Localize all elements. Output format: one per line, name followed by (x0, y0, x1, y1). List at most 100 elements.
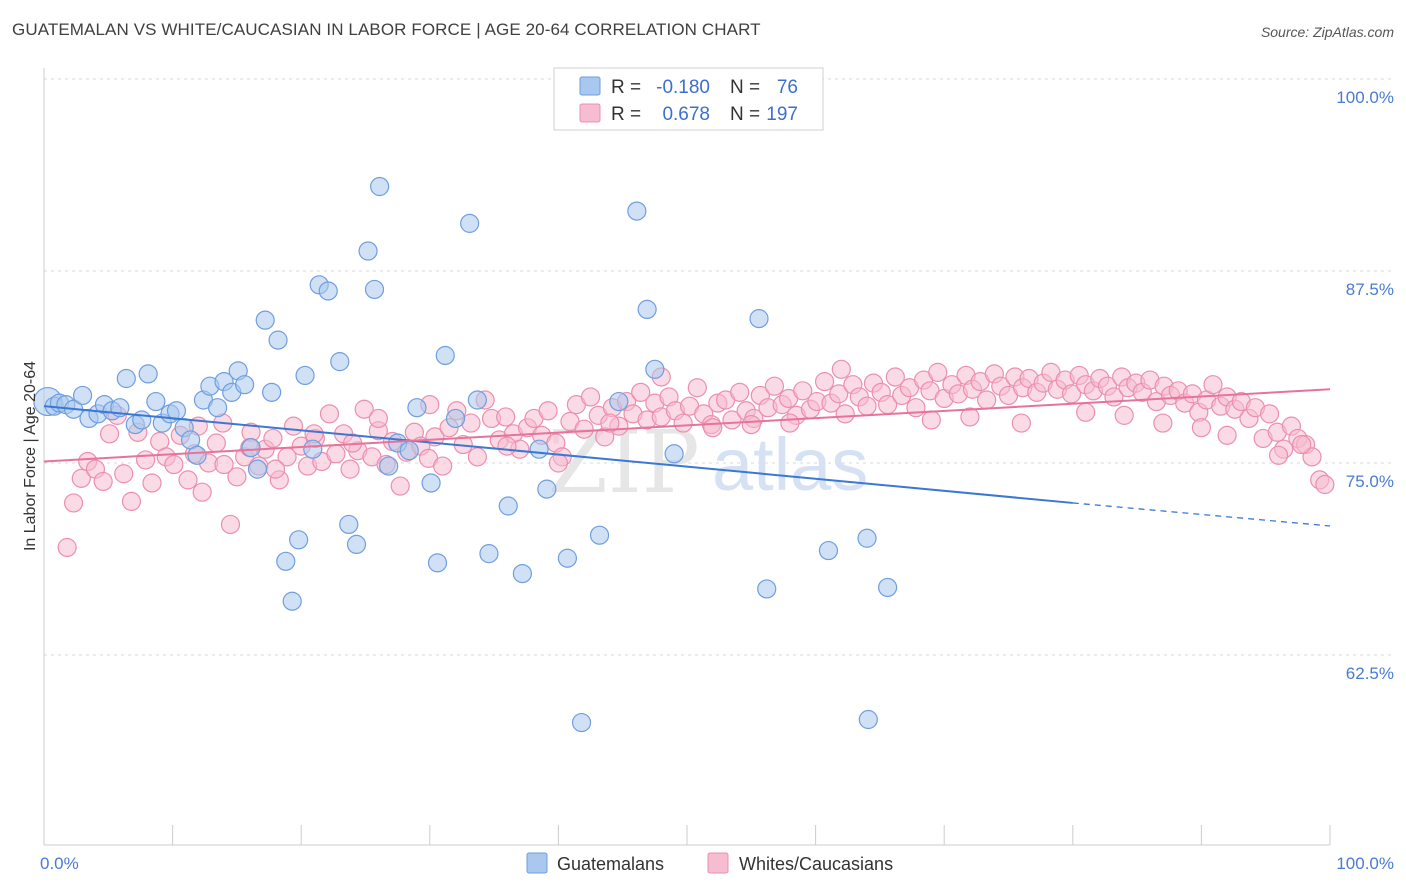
guatemalans-points (33, 176, 898, 733)
guatemalans-point (609, 391, 629, 412)
guatemalans-point (627, 201, 647, 221)
whites-caucasians-point (93, 471, 113, 492)
whites-caucasians-point (730, 382, 750, 402)
guatemalans-point (276, 551, 296, 571)
whites-caucasians-point (497, 436, 517, 456)
guatemalans-point (255, 310, 275, 330)
guatemalans-point (235, 375, 255, 395)
guatemalans-point (379, 456, 399, 476)
whites-caucasians-point (829, 384, 849, 404)
legend-n-label-1: N = (730, 77, 760, 98)
guatemalans-point (318, 281, 338, 301)
guatemalans-point (557, 548, 578, 568)
trendlines (43, 388, 1331, 527)
whites-caucasians-point (1011, 413, 1031, 433)
whites-caucasians-point (580, 387, 601, 407)
legend-r-label-2: R = (611, 104, 641, 125)
whites-caucasians-point (1114, 405, 1134, 425)
guatemalans-point (571, 712, 592, 733)
y-axis-title: In Labor Force | Age 20-64 (22, 361, 39, 551)
guatemalans-point (445, 408, 466, 429)
whites-caucasians-point (206, 433, 226, 453)
whites-caucasians-point (135, 450, 156, 470)
guatemalans-point (370, 176, 390, 197)
legend-r-value-2: 0.678 (662, 104, 710, 125)
guatemalans-point (282, 591, 302, 611)
whites-caucasians-point (114, 464, 134, 484)
guatemalans-point (664, 444, 684, 464)
guatemalans-point (512, 563, 532, 584)
whites-caucasians-point (263, 428, 283, 449)
guatemalans-point (637, 299, 657, 319)
guatemalans-point (132, 410, 152, 430)
y-tick-label-3: 62.5% (1346, 664, 1394, 683)
whites-caucasians-point (1268, 445, 1289, 465)
whites-caucasians-point (227, 467, 247, 487)
whites-caucasians-point (121, 491, 142, 511)
whites-caucasians-point (1217, 425, 1237, 445)
guatemalans-point (72, 385, 93, 406)
bottom-legend-swatch-blue (526, 852, 548, 874)
whites-caucasians-point (164, 454, 184, 475)
x-tick-label-min: 0.0% (40, 854, 79, 873)
x-ticks (43, 825, 1331, 845)
bottom-legend-swatch-pink (707, 852, 729, 874)
whites-caucasians-point (815, 371, 835, 392)
chart-title: GUATEMALAN VS WHITE/CAUCASIAN IN LABOR F… (12, 20, 761, 39)
guatemalans-point (241, 438, 261, 458)
guatemalans-point (878, 577, 898, 598)
whites-caucasians-point (928, 362, 948, 382)
guatemalans-point (529, 439, 549, 459)
guatemalans-point (330, 352, 350, 372)
guatemalans-point (479, 544, 499, 564)
chart-source: Source: ZipAtlas.com (1260, 24, 1394, 40)
bottom-legend-label-guatemalans: Guatemalans (557, 854, 664, 874)
guatemalans-trendline-extension (1072, 502, 1331, 527)
guatemalans-point (537, 479, 557, 499)
whites-caucasians-point (425, 427, 445, 447)
whites-caucasians-point (496, 407, 516, 427)
whites-caucasians-point (906, 398, 926, 418)
watermark-atlas: atlas (712, 423, 868, 506)
whites-caucasians-point (1302, 447, 1322, 467)
guatemalans-point (289, 530, 309, 550)
legend-n-label-2: N = (730, 104, 760, 125)
whites-caucasians-point (368, 408, 388, 429)
guatemalans-point (857, 528, 877, 548)
guatemalans-point (498, 496, 518, 516)
whites-caucasians-point (283, 416, 304, 436)
guatemalans-point (268, 330, 288, 350)
watermark: ZIP atlas (548, 413, 868, 513)
guatemalans-point (858, 709, 878, 730)
whites-caucasians-point (764, 376, 785, 396)
guatemalans-point (364, 279, 385, 300)
whites-caucasians-point (63, 493, 84, 513)
whites-caucasians-point (57, 537, 77, 558)
guatemalans-point (138, 364, 158, 384)
whites-caucasians-point (831, 359, 851, 379)
legend-r-value-1: -0.180 (656, 77, 710, 98)
whites-caucasians-point (921, 410, 941, 430)
guatemalans-point (818, 540, 839, 561)
whites-caucasians-point (1292, 434, 1312, 455)
whites-caucasians-point (326, 444, 346, 464)
whites-caucasians-point (703, 418, 723, 438)
guatemalans-point (208, 398, 228, 418)
whites-caucasians-point (538, 401, 558, 421)
whites-caucasians-point (433, 456, 453, 476)
guatemalans-point (187, 445, 207, 465)
whites-caucasians-point (574, 419, 594, 439)
guatemalans-point (645, 359, 665, 379)
guatemalans-point (399, 441, 419, 461)
whites-caucasians-point (178, 470, 198, 490)
whites-caucasians-point (977, 390, 997, 410)
whites-caucasians-point (220, 514, 241, 535)
bottom-legend-label-whites: Whites/Caucasians (739, 854, 893, 874)
legend-n-value-1: 76 (777, 77, 798, 98)
legend: R = -0.180 N = 76 R = 0.678 N = 197 (553, 67, 824, 131)
guatemalans-point (262, 382, 282, 402)
guatemalans-point (116, 368, 136, 389)
guatemalans-point (358, 241, 378, 261)
whites-caucasians-point (600, 413, 620, 433)
